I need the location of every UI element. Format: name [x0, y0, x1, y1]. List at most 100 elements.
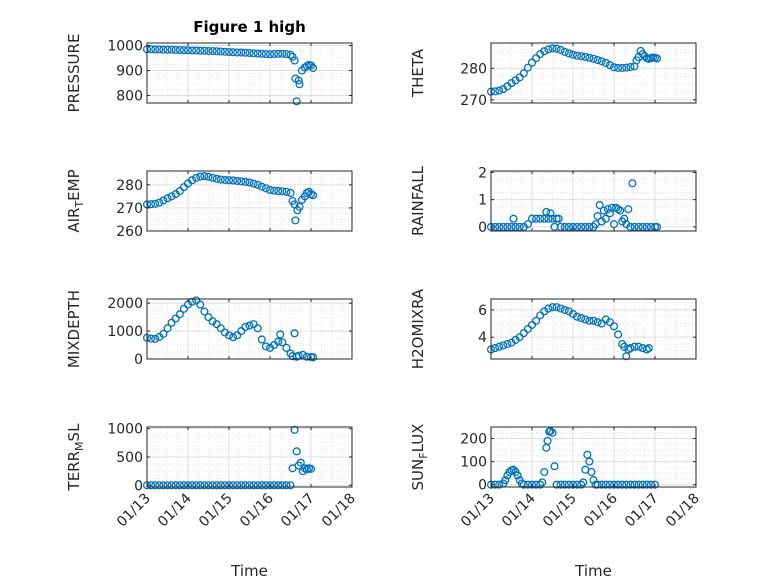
data-point — [282, 481, 291, 490]
x-tick-label: 01/16 — [237, 490, 277, 530]
y-tick-label: 200 — [460, 432, 487, 448]
data-point — [515, 333, 524, 342]
data-point — [523, 480, 532, 489]
data-point — [605, 318, 614, 327]
data-point — [495, 86, 504, 95]
y-tick-label: 0 — [134, 352, 143, 368]
data-point — [573, 51, 582, 60]
data-point — [587, 467, 596, 477]
data-point — [579, 478, 588, 487]
y-axis-label: SUNFLUX — [409, 424, 430, 491]
data-point — [200, 172, 209, 181]
data-point — [224, 481, 234, 490]
data-point — [536, 311, 545, 320]
data-point — [634, 342, 643, 351]
data-point — [159, 45, 168, 54]
data-point — [253, 180, 262, 189]
data-point — [179, 46, 188, 55]
data-point — [552, 44, 561, 53]
data-point — [308, 63, 318, 73]
y-axis-label: AIRTEMP — [65, 169, 86, 232]
data-point — [163, 45, 172, 54]
data-point — [495, 342, 504, 351]
data-point — [614, 205, 623, 214]
data-point — [652, 222, 662, 231]
data-point — [286, 188, 295, 197]
data-point — [642, 480, 651, 489]
data-point — [286, 481, 295, 490]
data-point — [167, 192, 176, 201]
data-point — [220, 175, 229, 185]
data-point — [179, 481, 188, 490]
data-point — [638, 480, 647, 489]
data-point — [147, 45, 156, 54]
data-point — [507, 222, 516, 231]
data-point — [630, 222, 639, 231]
data-point — [249, 481, 258, 490]
data-point — [556, 45, 565, 54]
axes-air_temp: 260 270 280 AIRTEMP — [65, 169, 353, 240]
axes-box — [146, 298, 353, 360]
data-point — [605, 61, 614, 70]
data-point — [597, 480, 606, 489]
y-axis-label-subscript: M — [73, 441, 86, 451]
data-point — [523, 63, 532, 72]
data-point — [628, 179, 637, 188]
axes-mixdepth: 0 1000 2000 MIXDEPTH — [65, 290, 353, 368]
data-point — [216, 175, 225, 184]
data-point — [581, 222, 590, 231]
y-tick-label: 270 — [116, 201, 143, 217]
data-point — [233, 176, 242, 185]
data-point — [552, 303, 561, 312]
data-point — [253, 49, 262, 58]
data-point — [650, 480, 660, 489]
data-point — [241, 322, 250, 331]
x-tick-label: 01/14 — [499, 490, 539, 530]
data-point — [175, 310, 184, 319]
data-point — [609, 322, 619, 331]
x-tick-label: 01/13 — [114, 491, 154, 531]
data-point — [564, 222, 573, 231]
y-tick-label: 1000 — [107, 39, 143, 55]
data-point — [295, 202, 304, 211]
data-point — [536, 480, 545, 489]
data-point — [282, 187, 291, 196]
data-point — [620, 214, 629, 223]
data-point — [261, 481, 270, 490]
data-point — [163, 324, 172, 333]
data-point — [196, 172, 205, 181]
axes-terr_msl: 0 500 1000 TERRMSL 01/13 01/14 01/15 01/16 01/17… — [65, 422, 359, 580]
data-point — [630, 342, 639, 351]
data-point — [544, 45, 553, 54]
data-point — [605, 209, 614, 218]
data-point — [192, 46, 201, 55]
data-point — [224, 331, 234, 340]
data-point — [208, 46, 217, 56]
data-point — [196, 481, 205, 490]
data-point — [601, 214, 610, 223]
data-point — [589, 476, 598, 485]
data-point — [593, 480, 602, 489]
data-point — [519, 329, 528, 338]
data-point — [519, 480, 528, 489]
x-tick-label: 01/14 — [155, 490, 195, 530]
data-point — [257, 335, 266, 344]
data-point — [638, 344, 647, 353]
data-point — [278, 481, 287, 490]
data-point — [204, 172, 213, 181]
data-point — [560, 480, 569, 489]
data-point — [614, 330, 623, 339]
data-point — [155, 481, 164, 490]
data-point — [290, 425, 299, 434]
x-tick-label: 01/13 — [458, 491, 498, 531]
y-axis-label-rest: LUX — [409, 424, 427, 453]
data-point — [249, 320, 258, 329]
y-tick-label: 800 — [116, 89, 143, 105]
data-point — [583, 450, 592, 459]
data-point — [509, 465, 518, 474]
y-axis-label: RAINFALL — [409, 165, 427, 236]
data-point — [296, 458, 305, 467]
data-point — [274, 187, 283, 196]
y-axis-label: PRESSURE — [65, 34, 83, 113]
data-point — [495, 480, 504, 489]
